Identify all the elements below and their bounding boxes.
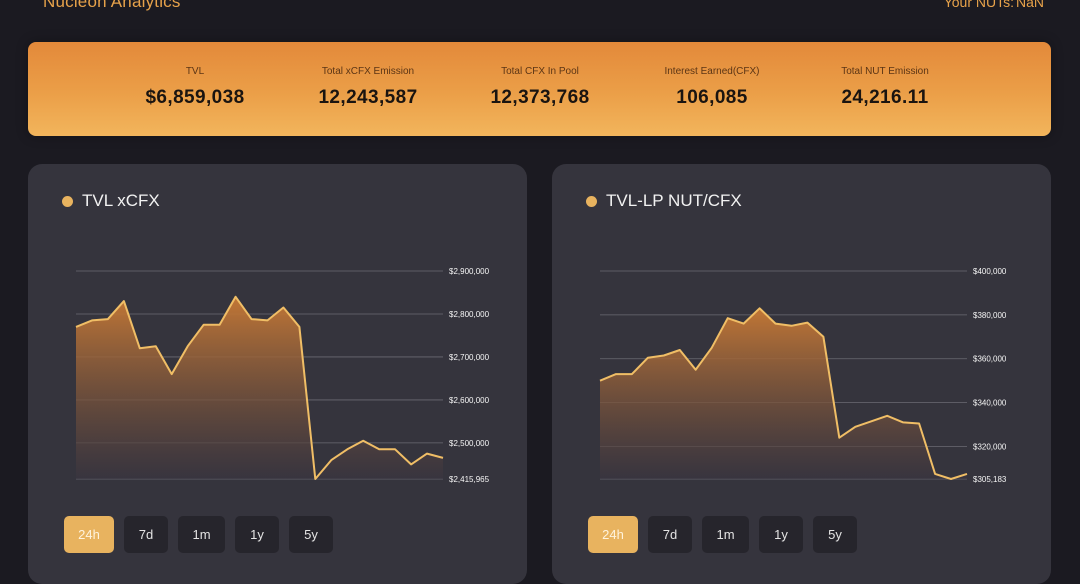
y-tick-label: $305,183 xyxy=(973,475,1007,484)
range-button-1m[interactable]: 1m xyxy=(178,516,225,553)
tvl-xcfx-card: $2,900,000 $2,800,000 $2,700,000 $2,600,000… xyxy=(28,164,527,584)
stat-value: 12,243,587 xyxy=(318,87,418,108)
area-fill xyxy=(76,296,443,479)
range-selector: 24h 7d 1m 1y 5y xyxy=(64,516,343,553)
range-button-7d[interactable]: 7d xyxy=(648,516,692,553)
stat-label: Total xCFX Emission xyxy=(321,66,415,77)
stat-xcfx-emission: Total xCFX Emission 12,243,587 xyxy=(283,66,453,109)
range-button-24h[interactable]: 24h xyxy=(588,516,638,553)
stats-banner: TVL $6,859,038 Total xCFX Emission 12,24… xyxy=(28,42,1051,136)
y-tick-label: $2,500,000 xyxy=(449,439,490,448)
range-button-5y[interactable]: 5y xyxy=(813,516,857,553)
brand-title[interactable]: Nucleon Analytics xyxy=(43,0,181,11)
y-tick-label: $380,000 xyxy=(973,311,1007,320)
legend-dot-icon xyxy=(62,195,73,207)
stat-label: Interest Earned(CFX) xyxy=(664,66,760,77)
range-button-7d[interactable]: 7d xyxy=(124,516,168,553)
tvl-xcfx-chart: $2,900,000 $2,800,000 $2,700,000 $2,600,000… xyxy=(75,267,490,484)
legend-dot-icon xyxy=(586,195,597,207)
card-title: TVL xCFX xyxy=(62,191,160,211)
card-title-text: TVL-LP NUT/CFX xyxy=(606,191,742,210)
nuts-label: Your NUTs: xyxy=(943,0,1014,10)
y-tick-label: $340,000 xyxy=(973,399,1007,408)
stat-interest-earned: Interest Earned(CFX) 106,085 xyxy=(627,66,797,109)
card-title-text: TVL xCFX xyxy=(82,191,160,210)
range-button-1y[interactable]: 1y xyxy=(759,516,803,553)
card-title: TVL-LP NUT/CFX xyxy=(586,191,742,211)
range-button-24h[interactable]: 24h xyxy=(64,516,114,553)
stat-nut-emission: Total NUT Emission 24,216.11 xyxy=(800,66,970,109)
tvl-lp-chart: $400,000 $380,000 $360,000 $340,000 $320,000… xyxy=(599,267,1007,484)
range-button-1y[interactable]: 1y xyxy=(235,516,279,553)
y-tick-label: $2,600,000 xyxy=(449,396,490,405)
range-button-1m[interactable]: 1m xyxy=(702,516,749,553)
y-tick-label: $2,700,000 xyxy=(449,353,490,362)
stat-cfx-in-pool: Total CFX In Pool 12,373,768 xyxy=(455,66,625,109)
range-button-5y[interactable]: 5y xyxy=(289,516,333,553)
stat-label: Total NUT Emission xyxy=(841,66,929,77)
stat-value: 24,216.11 xyxy=(841,87,929,108)
stat-value: 12,373,768 xyxy=(490,87,590,108)
range-selector: 24h 7d 1m 1y 5y xyxy=(588,516,867,553)
y-tick-label: $360,000 xyxy=(973,355,1007,364)
stat-value: $6,859,038 xyxy=(145,87,245,108)
y-tick-label: $2,800,000 xyxy=(449,310,490,319)
tvl-lp-card: $400,000 $380,000 $360,000 $340,000 $320,000… xyxy=(552,164,1051,584)
stat-tvl: TVL $6,859,038 xyxy=(110,66,280,109)
stat-value: 106,085 xyxy=(676,87,748,108)
area-fill xyxy=(600,308,967,479)
top-bar: Nucleon Analytics Your NUTs: NaN xyxy=(0,0,1080,18)
y-tick-label: $2,900,000 xyxy=(449,267,490,276)
nuts-balance: Your NUTs: NaN xyxy=(942,0,1044,10)
y-tick-label: $400,000 xyxy=(973,267,1007,276)
y-tick-label: $2,415,965 xyxy=(449,475,490,484)
series-line xyxy=(599,307,968,480)
stat-label: TVL xyxy=(185,66,205,77)
stat-label: Total CFX In Pool xyxy=(501,66,579,77)
nuts-value: NaN xyxy=(1015,0,1044,10)
series-line xyxy=(75,295,444,480)
y-tick-label: $320,000 xyxy=(973,442,1007,451)
